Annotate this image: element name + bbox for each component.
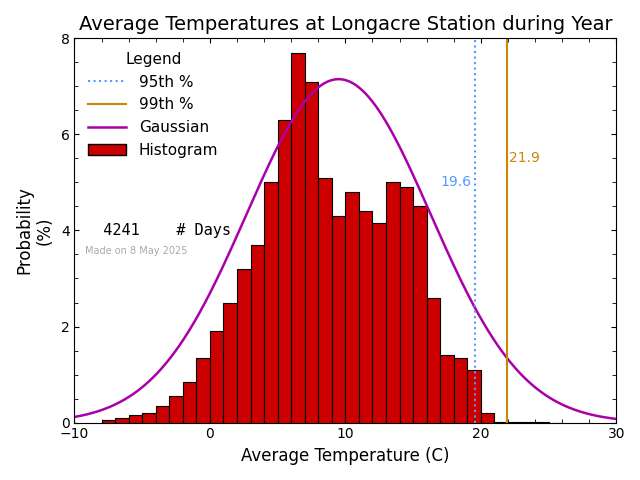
Bar xyxy=(481,413,494,422)
Bar xyxy=(250,245,264,422)
Bar xyxy=(332,216,346,422)
Bar xyxy=(278,120,291,422)
Legend: 95th %, 99th %, Gaussian, Histogram: 95th %, 99th %, Gaussian, Histogram xyxy=(82,46,224,164)
Bar xyxy=(170,396,183,422)
Bar xyxy=(237,269,250,422)
Bar xyxy=(386,182,399,422)
Bar xyxy=(115,418,129,422)
Text: 4241    # Days: 4241 # Days xyxy=(85,223,231,238)
Bar xyxy=(129,415,142,422)
Bar xyxy=(399,187,413,422)
Bar xyxy=(372,223,386,422)
Bar xyxy=(196,358,210,422)
X-axis label: Average Temperature (C): Average Temperature (C) xyxy=(241,447,450,465)
Bar xyxy=(413,206,427,422)
Bar xyxy=(183,382,196,422)
Title: Average Temperatures at Longacre Station during Year: Average Temperatures at Longacre Station… xyxy=(79,15,612,34)
Bar xyxy=(305,82,318,422)
Bar xyxy=(440,355,454,422)
Bar xyxy=(142,413,156,422)
Y-axis label: Probability
(%): Probability (%) xyxy=(15,187,54,275)
Text: 21.9: 21.9 xyxy=(509,151,540,166)
Bar xyxy=(156,406,170,422)
Bar xyxy=(291,53,305,422)
Bar xyxy=(359,211,372,422)
Bar xyxy=(454,358,467,422)
Bar xyxy=(264,182,278,422)
Bar xyxy=(223,302,237,422)
Text: 19.6: 19.6 xyxy=(440,175,471,190)
Bar xyxy=(427,298,440,422)
Text: Made on 8 May 2025: Made on 8 May 2025 xyxy=(85,246,188,256)
Bar xyxy=(346,192,359,422)
Bar xyxy=(494,421,508,422)
Bar xyxy=(102,420,115,422)
Bar xyxy=(210,331,223,422)
Bar xyxy=(467,370,481,422)
Bar xyxy=(318,178,332,422)
